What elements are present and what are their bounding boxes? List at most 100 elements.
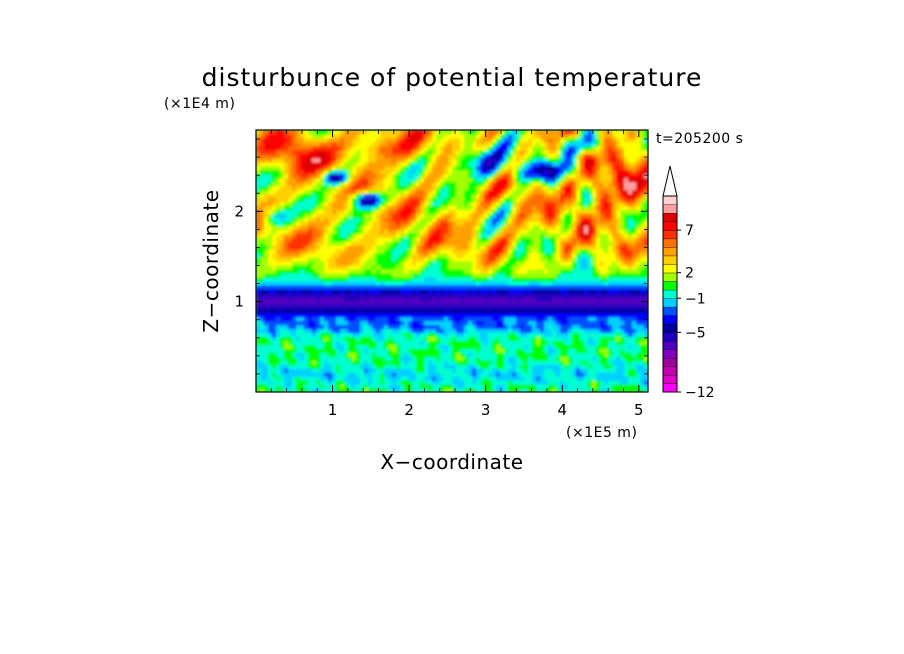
field-cell	[516, 209, 521, 214]
field-cell	[496, 233, 501, 238]
field-cell	[496, 149, 501, 155]
field-cell	[292, 185, 297, 191]
field-cell	[424, 130, 429, 135]
field-cell	[544, 245, 549, 250]
field-cell	[352, 296, 357, 302]
field-cell	[404, 201, 409, 207]
field-cell	[504, 161, 509, 167]
field-cell	[336, 344, 341, 349]
field-cell	[332, 181, 337, 187]
field-cell	[388, 221, 393, 226]
field-cell	[256, 332, 261, 338]
field-cell	[340, 388, 345, 392]
field-cell	[488, 340, 493, 345]
field-cell	[512, 213, 517, 218]
field-cell	[448, 225, 453, 230]
field-cell	[292, 312, 297, 318]
field-cell	[272, 292, 277, 298]
field-cell	[340, 217, 345, 222]
field-cell	[508, 348, 513, 353]
field-cell	[332, 157, 337, 163]
field-cell	[520, 284, 525, 290]
field-cell	[312, 264, 317, 270]
field-cell	[392, 264, 397, 270]
field-cell	[284, 145, 289, 151]
field-cell	[388, 137, 393, 143]
field-cell	[484, 300, 489, 306]
field-cell	[544, 197, 549, 203]
field-cell	[468, 233, 473, 238]
field-cell	[448, 264, 453, 270]
field-cell	[504, 264, 509, 270]
field-cell	[476, 185, 481, 191]
field-cell	[268, 300, 273, 306]
field-cell	[268, 384, 273, 389]
field-cell	[272, 372, 277, 377]
field-cell	[468, 249, 473, 254]
field-cell	[268, 149, 273, 155]
field-cell	[452, 352, 457, 357]
field-cell	[372, 352, 377, 357]
field-cell	[416, 209, 421, 214]
field-cell	[344, 376, 349, 381]
field-cell	[344, 165, 349, 171]
field-cell	[332, 360, 337, 365]
field-cell	[364, 149, 369, 155]
field-cell	[364, 336, 369, 341]
field-cell	[436, 284, 441, 290]
field-cell	[320, 261, 325, 266]
field-cell	[332, 177, 337, 183]
field-cell	[556, 332, 561, 338]
field-cell	[264, 233, 269, 238]
field-cell	[344, 324, 349, 330]
field-cell	[304, 376, 309, 381]
field-cell	[380, 340, 385, 345]
field-cell	[344, 153, 349, 159]
field-cell	[456, 130, 461, 135]
field-cell	[256, 364, 261, 369]
field-cell	[312, 257, 317, 262]
field-cell	[516, 253, 521, 258]
field-cell	[280, 292, 285, 298]
field-cell	[332, 384, 337, 389]
field-cell	[416, 348, 421, 353]
field-cell	[280, 141, 285, 147]
field-cell	[500, 209, 505, 214]
field-cell	[520, 328, 525, 334]
field-cell	[508, 237, 513, 242]
field-cell	[276, 352, 281, 357]
field-cell	[316, 145, 321, 151]
field-cell	[340, 376, 345, 381]
field-cell	[448, 165, 453, 171]
field-cell	[288, 308, 293, 314]
field-cell	[260, 153, 265, 159]
field-cell	[340, 137, 345, 143]
field-cell	[440, 217, 445, 222]
field-cell	[436, 237, 441, 242]
field-cell	[516, 324, 521, 330]
field-cell	[492, 209, 497, 214]
field-cell	[328, 253, 333, 258]
field-cell	[444, 272, 449, 278]
field-cell	[436, 161, 441, 167]
field-cell	[364, 145, 369, 151]
field-cell	[380, 133, 385, 139]
field-cell	[384, 352, 389, 357]
field-cell	[444, 264, 449, 270]
field-cell	[392, 292, 397, 298]
field-cell	[312, 130, 317, 135]
field-cell	[480, 340, 485, 345]
field-cell	[356, 165, 361, 171]
field-cell	[540, 141, 545, 147]
field-cell	[296, 276, 301, 282]
field-cell	[356, 344, 361, 349]
field-cell	[508, 340, 513, 345]
field-cell	[520, 237, 525, 242]
field-cell	[256, 137, 261, 143]
field-cell	[548, 344, 553, 349]
field-cell	[280, 340, 285, 345]
field-cell	[544, 149, 549, 155]
field-cell	[476, 344, 481, 349]
field-cell	[556, 241, 561, 246]
field-cell	[316, 352, 321, 357]
